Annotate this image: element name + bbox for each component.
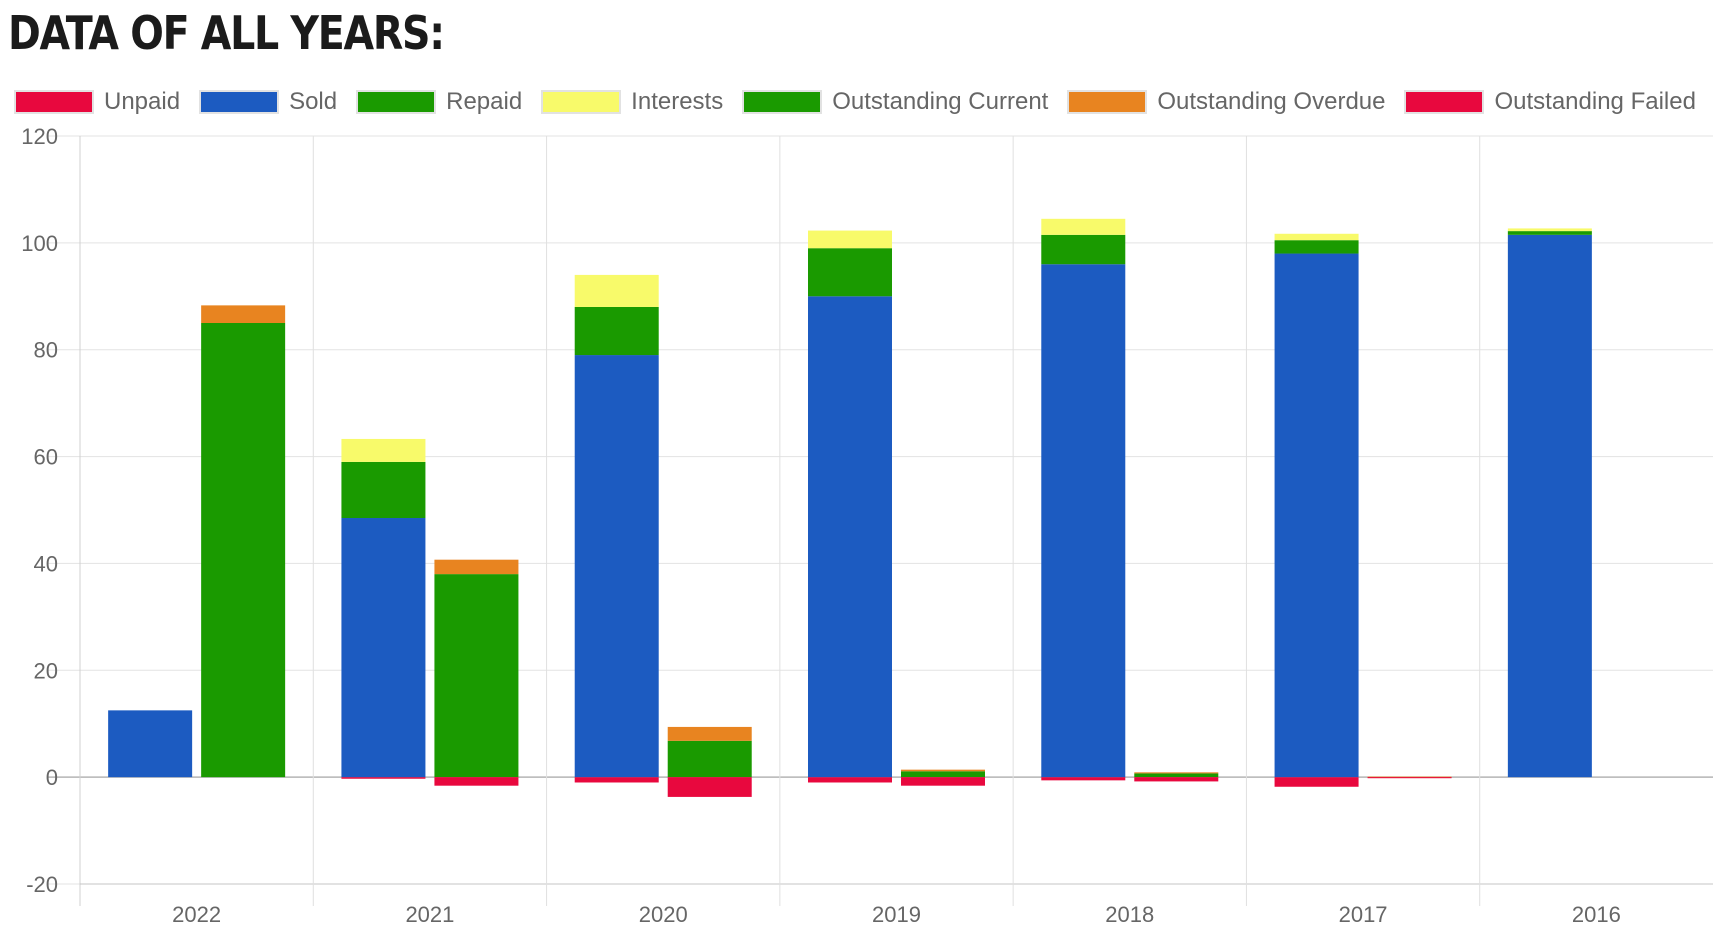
bar-sold-2018 <box>1041 264 1126 778</box>
legend-item-interests[interactable]: Interests <box>541 88 723 116</box>
bar-interests-2016 <box>1507 228 1592 232</box>
bar-outstanding-current-2019 <box>901 771 985 778</box>
bar-unpaid-2021 <box>341 777 426 779</box>
bar-outstanding-overdue-2021 <box>434 559 519 575</box>
y-tick-label: 100 <box>21 231 58 256</box>
bar-outstanding-overdue-2018 <box>1134 772 1219 774</box>
bar-sold-2022 <box>108 710 193 778</box>
bar-interests-2019 <box>808 230 892 249</box>
bar-sold-2017 <box>1274 253 1359 778</box>
legend-swatch <box>1404 90 1485 114</box>
legend-swatch <box>742 90 823 114</box>
legend-label: Outstanding Overdue <box>1157 88 1386 115</box>
legend-swatch <box>1067 90 1148 114</box>
y-tick-label: -20 <box>26 872 58 897</box>
legend-item-outstanding-overdue[interactable]: Outstanding Overdue <box>1067 88 1385 116</box>
bar-outstanding-overdue-2017 <box>1367 776 1452 778</box>
bar-interests-2021 <box>341 438 426 462</box>
bar-outstanding-failed-2017 <box>1367 777 1452 779</box>
bar-sold-2019 <box>808 296 892 778</box>
bar-outstanding-current-2018 <box>1134 773 1219 778</box>
legend-item-repaid[interactable]: Repaid <box>356 88 522 116</box>
legend-label: Sold <box>289 88 338 115</box>
legend-swatch <box>14 90 94 114</box>
bar-repaid-2019 <box>808 248 892 297</box>
bar-repaid-2020 <box>574 306 659 356</box>
legend-item-sold[interactable]: Sold <box>199 88 337 116</box>
bar-repaid-2017 <box>1274 240 1359 254</box>
bar-outstanding-failed-2018 <box>1134 777 1219 782</box>
x-tick-label: 2020 <box>639 902 688 927</box>
y-tick-label: 120 <box>21 124 58 149</box>
y-tick-label: 0 <box>46 765 58 790</box>
bar-outstanding-failed-2019 <box>901 777 985 786</box>
bar-repaid-2016 <box>1507 231 1592 235</box>
chart-legend: Unpaid Sold Repaid Interests Outstanding Cur… <box>14 86 1715 118</box>
legend-item-outstanding-failed[interactable]: Outstanding Failed <box>1404 88 1696 116</box>
x-tick-label: 2019 <box>872 902 921 927</box>
bar-interests-2018 <box>1041 218 1126 235</box>
x-tick-label: 2022 <box>172 902 221 927</box>
legend-label: Repaid <box>446 88 523 115</box>
bar-sold-2016 <box>1507 234 1592 778</box>
legend-swatch <box>541 90 622 114</box>
bar-outstanding-failed-2020 <box>667 777 752 797</box>
bar-outstanding-current-2022 <box>201 323 286 778</box>
legend-item-unpaid[interactable]: Unpaid <box>14 88 180 116</box>
bar-outstanding-overdue-2019 <box>901 769 985 772</box>
bar-repaid-2021 <box>341 461 426 519</box>
bar-sold-2020 <box>574 355 659 778</box>
bar-interests-2017 <box>1274 233 1359 241</box>
page-title: DATA OF ALL YEARS: <box>8 6 445 60</box>
bar-unpaid-2018 <box>1041 777 1126 781</box>
bar-unpaid-2019 <box>808 777 892 783</box>
x-tick-label: 2018 <box>1105 902 1154 927</box>
legend-item-outstanding-current[interactable]: Outstanding Current <box>742 88 1048 116</box>
bar-interests-2020 <box>574 274 659 307</box>
bar-repaid-2018 <box>1041 234 1126 265</box>
legend-label: Outstanding Failed <box>1494 88 1696 115</box>
bar-unpaid-2020 <box>574 777 659 783</box>
bar-unpaid-2017 <box>1274 777 1359 787</box>
x-tick-label: 2017 <box>1339 902 1388 927</box>
legend-swatch <box>356 90 437 114</box>
legend-label: Outstanding Current <box>832 88 1049 115</box>
y-tick-label: 60 <box>34 445 58 470</box>
bar-outstanding-current-2021 <box>434 574 519 778</box>
bar-outstanding-failed-2021 <box>434 777 519 786</box>
legend-label: Unpaid <box>104 88 181 115</box>
legend-label: Interests <box>631 88 724 115</box>
x-tick-label: 2021 <box>405 902 454 927</box>
bar-outstanding-overdue-2022 <box>201 305 286 323</box>
bar-outstanding-overdue-2020 <box>667 726 752 741</box>
legend-swatch <box>199 90 280 114</box>
bar-outstanding-current-2020 <box>667 740 752 778</box>
y-tick-label: 20 <box>34 658 58 683</box>
bar-sold-2021 <box>341 518 426 778</box>
y-tick-label: 40 <box>34 551 58 576</box>
y-tick-label: 80 <box>34 338 58 363</box>
x-tick-label: 2016 <box>1572 902 1621 927</box>
